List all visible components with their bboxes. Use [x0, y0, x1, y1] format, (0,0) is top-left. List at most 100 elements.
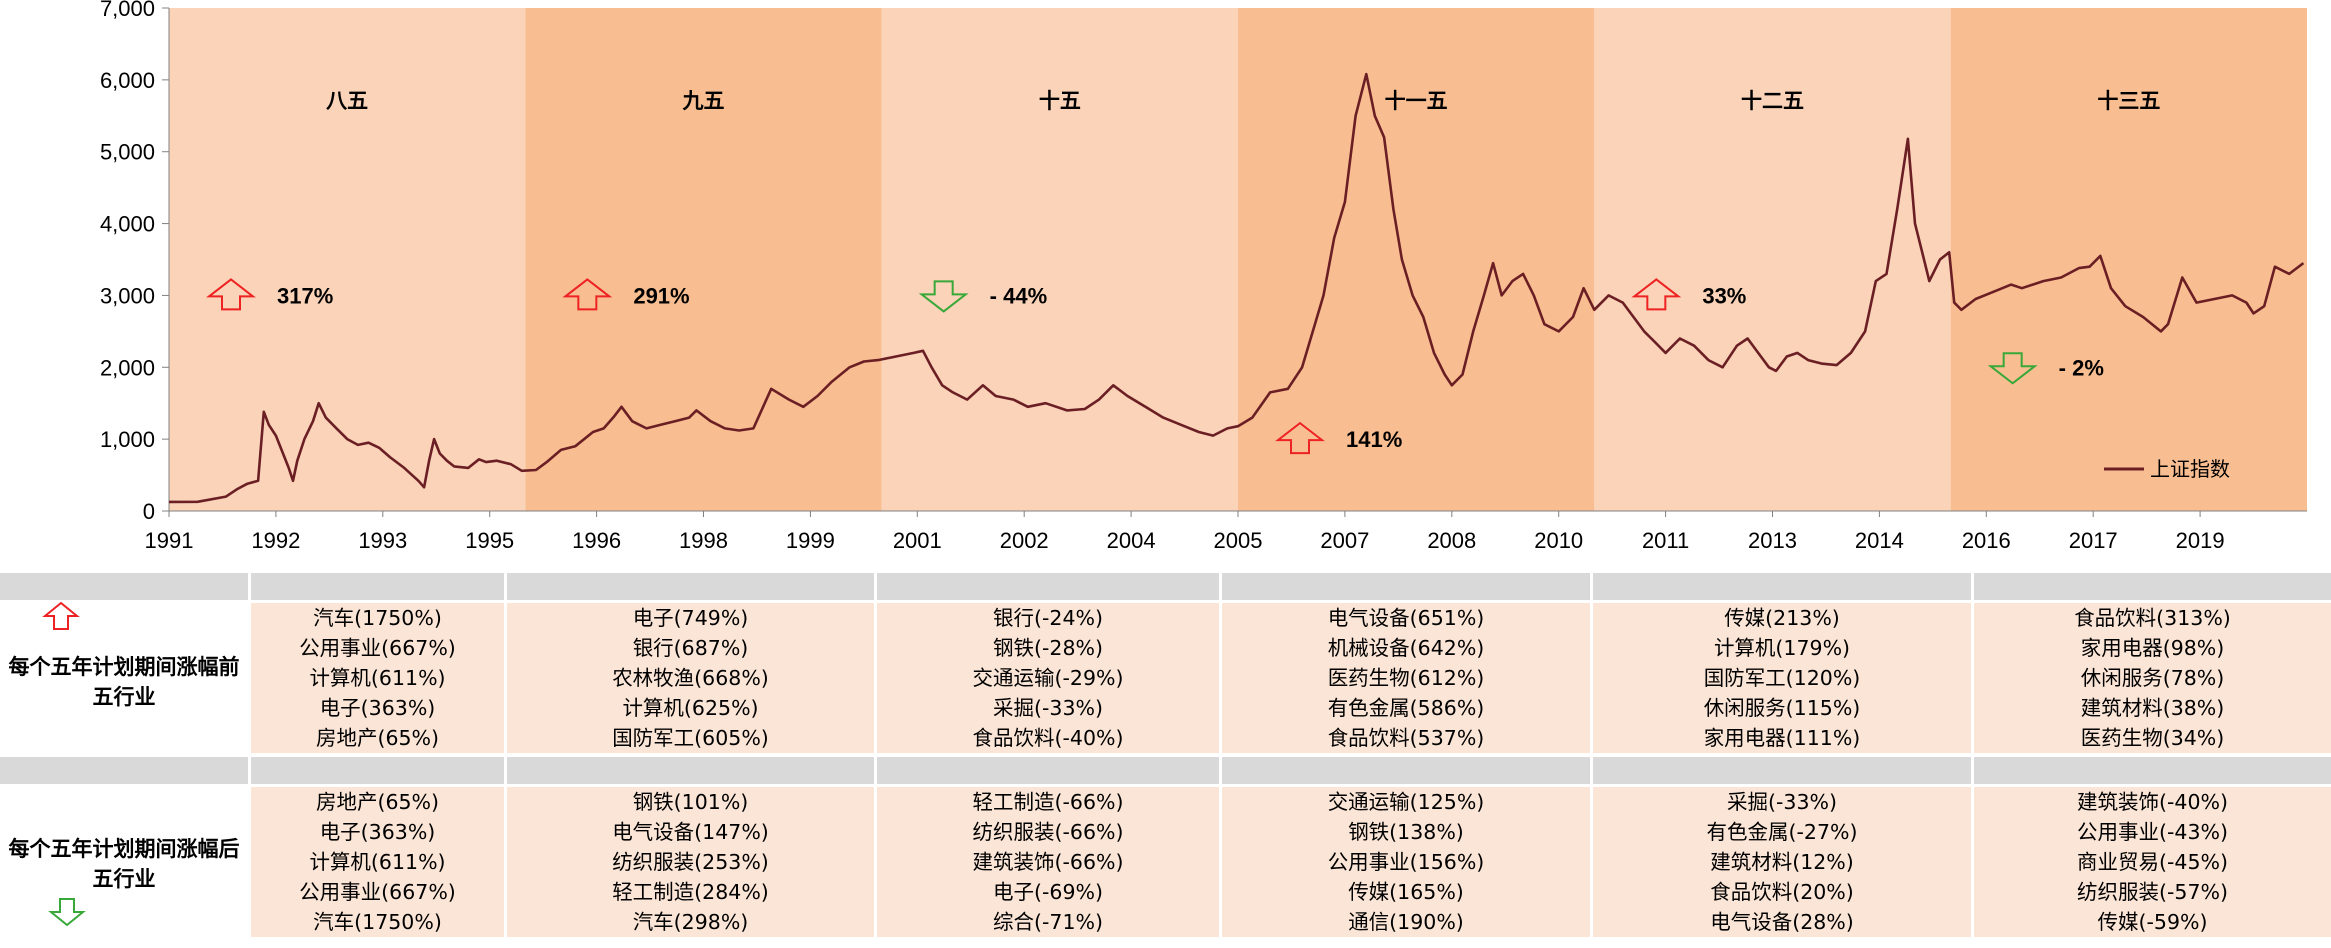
period-band-4: [1238, 8, 1595, 511]
table-row: 计算机(611%) 纺织服装(253%) 建筑装饰(-66%) 公用事业(156%) 建…: [0, 847, 2331, 877]
table-cell: 汽车(1750%): [313, 910, 442, 934]
table-cell: 公用事业(667%): [299, 636, 456, 660]
table-cell: 计算机(611%): [309, 850, 446, 874]
y-tick-label-3-000: 3,000: [100, 283, 155, 308]
table-cell-bg: [1222, 787, 1590, 817]
table-cell-bg: [877, 907, 1219, 937]
table-cell: 房地产(65%): [315, 790, 440, 814]
table-cell-bg: [507, 787, 874, 817]
table-cell-bg: [1974, 847, 2331, 877]
period-label-3: 十五: [1039, 89, 1081, 113]
table-cell: 轻工制造(284%): [612, 880, 769, 904]
table-cell-bg: [507, 847, 874, 877]
table-cell: 计算机(625%): [622, 696, 759, 720]
period-change-annotations: 317% 291% - 44% 141% 33% - 2%: [206, 278, 2104, 455]
table-cell: 银行(-24%): [993, 606, 1103, 630]
table-cell: 电气设备(28%): [1710, 910, 1854, 934]
table-cell-bg: [507, 877, 874, 907]
table-cell: 传媒(165%): [1348, 880, 1464, 904]
period-label-2: 九五: [682, 89, 725, 113]
down-arrow-icon: [48, 898, 86, 927]
x-tick-label-2008: 2008: [1427, 528, 1476, 553]
table-cell: 建筑装饰(-40%): [2077, 790, 2228, 814]
table-cell-bg: [1593, 847, 1971, 877]
table-cell: 钢铁(138%): [1348, 820, 1464, 844]
shanghai-index-chart: 八五 九五 十五 十一五 十二五 十三五 317% 291% - 44% 141% 33% - 2%…: [100, 0, 2307, 553]
table-cell-bg: [1593, 877, 1971, 907]
table-cell: 商业贸易(-45%): [2077, 850, 2228, 874]
y-ticks: 0 1,000 2,000 3,000 4,000 5,000 6,000 7,000: [100, 0, 169, 524]
table-cell-bg: [1593, 603, 1971, 633]
period-change-2: 291%: [633, 283, 689, 308]
table-row: 公用事业(667%) 银行(687%) 钢铁(-28%) 机械设备(642%) 计算机(…: [0, 633, 2331, 663]
table-cell-bg: [877, 847, 1219, 877]
y-tick-label-0: 0: [143, 499, 155, 524]
table-cell: 汽车(298%): [632, 910, 749, 934]
table-cell: 建筑材料(38%): [2080, 696, 2225, 720]
table-cell-bg: [1222, 663, 1590, 693]
down-arrow-icon-3: [918, 280, 969, 313]
period-band-5: [1594, 8, 1951, 511]
x-tick-label-1993: 1993: [358, 528, 407, 553]
period-band-1: [169, 8, 526, 511]
table-cell-bg: [1974, 723, 2331, 753]
table-cell-bg: [877, 787, 1219, 817]
table-cell-bg: [507, 723, 874, 753]
table-cell-bg: [251, 633, 504, 663]
x-tick-label-2005: 2005: [1214, 528, 1263, 553]
table-cell-bg: [877, 817, 1219, 847]
period-label-5: 十二五: [1741, 89, 1804, 113]
table-cell-bg: [1222, 693, 1590, 723]
table-cell-bg: [507, 693, 874, 723]
x-tick-label-2013: 2013: [1748, 528, 1797, 553]
series-layer: [168, 72, 2305, 504]
table-cell: 休闲服务(78%): [2080, 666, 2225, 690]
table-cell-bg: [877, 633, 1219, 663]
table-cell-bg: [251, 693, 504, 723]
table-cell-bg: [1974, 603, 2331, 633]
up-arrow-icon-2: [562, 278, 613, 311]
table-cell: 采掘(-33%): [1727, 790, 1837, 814]
table-cell: 国防军工(120%): [1703, 666, 1861, 690]
x-tick-label-2007: 2007: [1320, 528, 1369, 553]
table-cell-bg: [1222, 907, 1590, 937]
table-cell-bg: [251, 663, 504, 693]
table-cell: 采掘(-33%): [993, 696, 1103, 720]
table-cell: 传媒(213%): [1724, 606, 1840, 630]
table-cell: 传媒(-59%): [2097, 910, 2208, 934]
y-tick-label-5-000: 5,000: [100, 140, 155, 165]
legend: 上证指数: [2104, 457, 2230, 481]
x-tick-label-2016: 2016: [1962, 528, 2011, 553]
x-tick-label-2004: 2004: [1107, 528, 1156, 553]
period-band-3: [881, 8, 1238, 511]
table-cell: 建筑材料(12%): [1710, 850, 1854, 874]
table-cell: 电气设备(147%): [612, 820, 769, 844]
table-cell-bg: [1222, 877, 1590, 907]
table-cell-bg: [1974, 663, 2331, 693]
table-cell-bg: [251, 723, 504, 753]
y-tick-label-2-000: 2,000: [100, 355, 155, 380]
table-cell: 食品饮料(537%): [1327, 726, 1485, 750]
legend-label: 上证指数: [2150, 457, 2230, 481]
bottom-five-label: 每个五年计划期间涨幅后五行业: [8, 837, 240, 891]
up-arrow-icon: [42, 601, 80, 630]
period-change-1: 317%: [277, 283, 333, 308]
table-cell: 食品饮料(-40%): [972, 726, 1124, 750]
table-cell: 食品饮料(20%): [1710, 880, 1854, 904]
x-tick-label-2010: 2010: [1534, 528, 1583, 553]
x-tick-label-1992: 1992: [251, 528, 300, 553]
table-cell-bg: [507, 633, 874, 663]
table-cell-bg: [1593, 663, 1971, 693]
period-change-3: - 44%: [990, 283, 1047, 308]
period-band-2: [525, 8, 882, 511]
table-row: 房地产(65%) 钢铁(101%) 轻工制造(-66%) 交通运输(125%) 采掘(-…: [0, 787, 2331, 817]
x-tick-label-2011: 2011: [1642, 528, 1689, 553]
period-label-4: 十一五: [1385, 89, 1448, 113]
table-cell-bg: [1222, 603, 1590, 633]
x-tick-label-2001: 2001: [893, 528, 942, 553]
table-cell: 房地产(65%): [315, 726, 440, 750]
table-cell-bg: [877, 877, 1219, 907]
x-ticks: 1991 1992 1993 1995 1996 1998 1999 2001 2002 2004…: [145, 511, 2225, 553]
table-cell-bg: [507, 907, 874, 937]
table-cell-bg: [251, 603, 504, 633]
